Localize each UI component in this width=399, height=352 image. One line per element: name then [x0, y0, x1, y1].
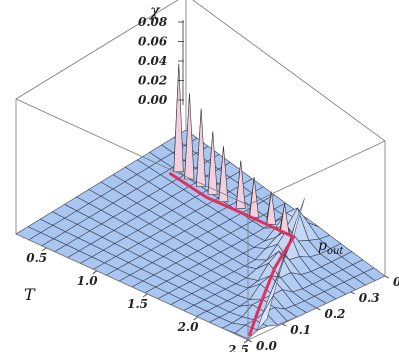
y-axis-label: pout [318, 238, 344, 257]
y-tick-label: 0.3 [359, 291, 380, 305]
peak-face-right [184, 93, 195, 180]
z-tick-label: 0.02 [138, 74, 167, 88]
y-tick-label: 0.1 [290, 323, 311, 337]
y-tick-mark [316, 307, 321, 311]
x-tick-mark [142, 293, 148, 298]
bounding-box-back [15, 0, 386, 276]
y-tick-mark [247, 339, 253, 343]
x-axis-label: T [24, 285, 36, 304]
box-edge-back [15, 0, 179, 100]
y-axis-label-main: p [318, 238, 327, 254]
z-tick-label: 0.08 [138, 15, 168, 29]
z-axis-label: χ [149, 1, 161, 20]
x-tick-label: 1.0 [77, 274, 99, 288]
y-axis-label-sub: out [327, 246, 344, 257]
x-tick-label: 0.5 [26, 251, 47, 265]
box-edge-front [15, 233, 249, 341]
box-edge-front [247, 140, 386, 206]
y-tick-label: 0.4 [393, 275, 399, 289]
peaks-layer [173, 63, 290, 235]
ridge-face [256, 295, 274, 332]
y-tick-mark [350, 291, 355, 295]
y-tick-label: 0.2 [325, 307, 346, 321]
x-tick-label: 2.5 [227, 343, 249, 352]
y-tick-label: 0.0 [256, 339, 278, 352]
peak-face-right [235, 160, 246, 209]
tick-labels: 0.5 1.0 1.5 2.0 2.5 0.0 0.1 0.2 0.3 0.4 0.00 0.02 0.… [26, 15, 399, 352]
peak-face-right [195, 108, 206, 188]
y-tick-mark [384, 275, 390, 279]
critical-curve [169, 172, 295, 336]
box-edge-back [192, 0, 386, 142]
peak-face-right [218, 146, 229, 203]
box-edge-front [15, 98, 249, 206]
x-tick-mark [42, 247, 47, 252]
x-tick-mark [243, 339, 249, 344]
x-tick-mark [92, 270, 97, 275]
x-tick-label: 2.0 [177, 320, 200, 334]
z-tick-label: 0.04 [138, 54, 167, 68]
peak-face-right [173, 63, 184, 173]
x-tick-label: 1.5 [127, 297, 148, 311]
z-tick-label: 0.06 [138, 35, 168, 49]
y-tick-mark [282, 323, 287, 327]
z-tick-label: 0.00 [138, 93, 168, 107]
x-tick-mark [193, 316, 198, 321]
peak-face-right [266, 191, 277, 226]
peak-face-right [207, 131, 218, 195]
critical-curve-layer [169, 172, 295, 336]
